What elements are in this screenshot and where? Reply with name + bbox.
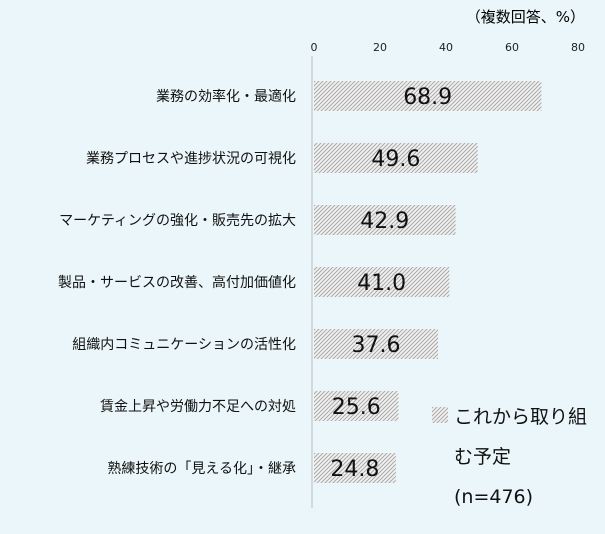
bar [314, 391, 399, 421]
x-tick-label: 80 [571, 41, 585, 54]
data-label: 24.8 [330, 457, 379, 482]
legend-swatch [432, 407, 448, 423]
bar [314, 81, 542, 111]
x-tick-label: 60 [505, 41, 519, 54]
category-label: 賃金上昇や労働力不足への対処 [100, 399, 296, 415]
x-tick-label: 0 [311, 41, 318, 54]
legend-label-line-3: (n=476) [454, 486, 533, 508]
value-labels: 68.9 49.6 42.9 41.0 37.6 25.6 24.8 [330, 85, 452, 482]
legend: これから取り組 む予定 (n=476) [432, 406, 587, 508]
bar [314, 205, 456, 235]
legend-label-line-1: これから取り組 [454, 406, 587, 428]
unit-note: （複数回答、%） [466, 8, 585, 26]
category-labels: 業務の効率化・最適化業務プロセスや進捗状況の可視化マーケティングの強化・販売先の… [58, 88, 296, 477]
bar [314, 267, 450, 297]
data-label: 68.9 [403, 85, 452, 110]
legend-label-line-2: む予定 [454, 446, 511, 468]
x-tick-label: 20 [373, 41, 387, 54]
data-label: 37.6 [352, 333, 401, 358]
bar [314, 329, 439, 359]
data-label: 42.9 [360, 209, 409, 234]
data-label: 49.6 [371, 147, 420, 172]
category-label: 業務プロセスや進捗状況の可視化 [86, 151, 296, 167]
category-label: マーケティングの強化・販売先の拡大 [59, 213, 296, 229]
bars [314, 81, 542, 483]
bar [314, 143, 478, 173]
data-label: 41.0 [357, 271, 406, 296]
category-label: 熟練技術の「見える化」・継承 [107, 461, 296, 477]
x-tick-labels: 0 20 40 60 80 [311, 41, 586, 54]
bar [314, 453, 396, 483]
x-tick-label: 40 [439, 41, 453, 54]
data-label: 25.6 [332, 395, 381, 420]
category-label: 組織内コミュニケーションの活性化 [72, 337, 296, 353]
category-label: 製品・サービスの改善、高付加価値化 [58, 274, 296, 291]
category-label: 業務の効率化・最適化 [156, 88, 296, 105]
